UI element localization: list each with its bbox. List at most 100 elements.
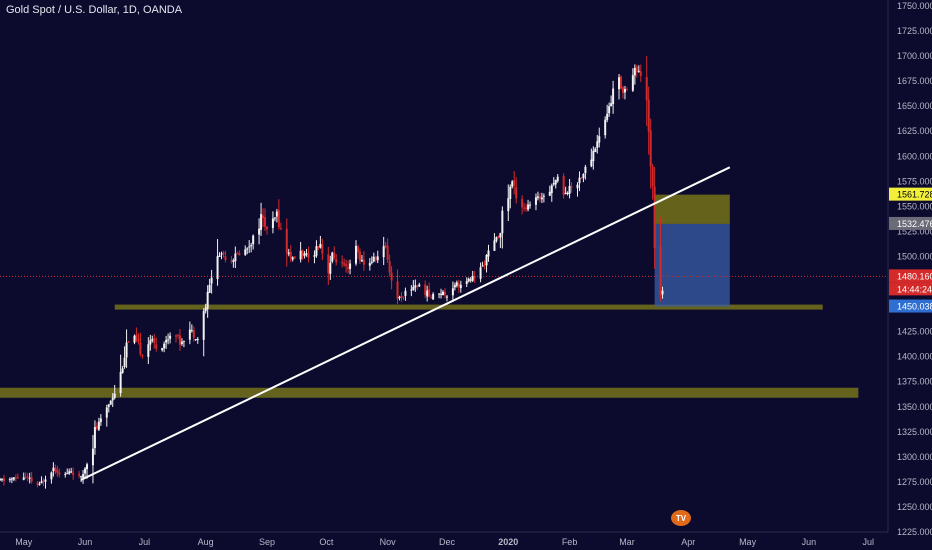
candle — [38, 481, 41, 486]
candle-body — [562, 176, 565, 195]
candle — [8, 477, 11, 483]
watermark-icon — [671, 510, 691, 526]
candle-body — [368, 263, 371, 266]
candle — [248, 240, 251, 253]
candle — [467, 277, 470, 283]
price-tick-label: 1750.000 — [897, 1, 932, 11]
trendline — [80, 166, 731, 481]
candle — [178, 329, 181, 351]
candle-body — [42, 480, 45, 482]
candle — [99, 414, 102, 426]
candle — [16, 473, 19, 479]
candle — [287, 248, 290, 257]
candle-body — [432, 293, 435, 300]
candle — [631, 68, 634, 92]
candle-body — [224, 256, 227, 260]
candle-body — [327, 254, 330, 274]
candle-body — [390, 272, 393, 281]
candle — [0, 477, 1, 481]
candle — [590, 148, 593, 168]
candle — [523, 202, 526, 212]
candle — [313, 250, 316, 264]
candle — [70, 467, 73, 474]
candle — [335, 253, 338, 266]
candle — [271, 211, 274, 234]
candle-body — [473, 276, 476, 279]
candle — [343, 258, 346, 267]
candle-body — [149, 340, 152, 345]
candle-body — [178, 335, 181, 345]
time-tick-label: Oct — [319, 537, 334, 547]
candle-body — [445, 296, 448, 298]
candle-body — [398, 296, 401, 299]
candle-body — [647, 99, 650, 132]
price-tick-label: 1575.000 — [897, 176, 932, 186]
candle — [362, 251, 365, 271]
candle-body — [487, 250, 490, 257]
candle — [58, 468, 61, 478]
candle — [368, 258, 371, 271]
candle — [119, 354, 122, 397]
candle-body — [610, 103, 613, 107]
candle-body — [155, 344, 158, 349]
candle — [521, 195, 524, 215]
candle — [279, 222, 282, 230]
candle-body — [362, 259, 365, 265]
candle-body — [111, 397, 114, 401]
candle — [12, 477, 15, 482]
candle-body — [538, 196, 541, 199]
candle-body — [313, 255, 316, 257]
candle-body — [649, 130, 652, 167]
candle-body — [78, 473, 81, 476]
candle — [36, 480, 39, 488]
candle — [149, 334, 152, 351]
candle — [507, 184, 510, 222]
candle — [485, 254, 488, 273]
candle — [52, 462, 55, 477]
candle-body — [93, 426, 96, 449]
candle-body — [354, 245, 357, 264]
candle-body — [8, 479, 11, 481]
candle-body — [523, 207, 526, 209]
candle-body — [582, 174, 585, 178]
candle — [72, 467, 75, 480]
candle-body — [275, 211, 278, 217]
time-tick-label: Feb — [562, 537, 578, 547]
candle-body — [56, 469, 59, 473]
candle-body — [109, 400, 112, 405]
candle-body — [216, 256, 219, 280]
candle-body — [416, 285, 419, 287]
candle — [107, 403, 110, 413]
candle-body — [552, 183, 555, 185]
candle-body — [400, 295, 403, 298]
candle — [155, 337, 158, 352]
candle — [612, 80, 615, 114]
candle-body — [252, 235, 255, 245]
candle-body — [661, 290, 664, 295]
candle-body — [127, 341, 130, 343]
time-tick-label: Apr — [681, 537, 695, 547]
candle-body — [72, 472, 75, 475]
candle-body — [453, 285, 456, 288]
candle-body — [271, 218, 274, 228]
candle-body — [428, 289, 431, 297]
candle — [42, 478, 45, 487]
time-tick-label: Sep — [259, 537, 275, 547]
candle — [293, 256, 296, 259]
candle — [649, 118, 652, 189]
candle-body — [264, 217, 267, 227]
candle — [542, 193, 545, 203]
candle-body — [550, 185, 553, 194]
price-tick-label: 1625.000 — [897, 126, 932, 136]
price-tick-label: 1400.000 — [897, 352, 932, 362]
candle — [26, 473, 29, 482]
candle-body — [347, 266, 350, 269]
candle — [610, 95, 613, 107]
candle — [445, 295, 448, 302]
candle — [349, 259, 352, 275]
candle — [165, 335, 168, 349]
candle — [133, 334, 136, 345]
candle-body — [507, 198, 510, 212]
